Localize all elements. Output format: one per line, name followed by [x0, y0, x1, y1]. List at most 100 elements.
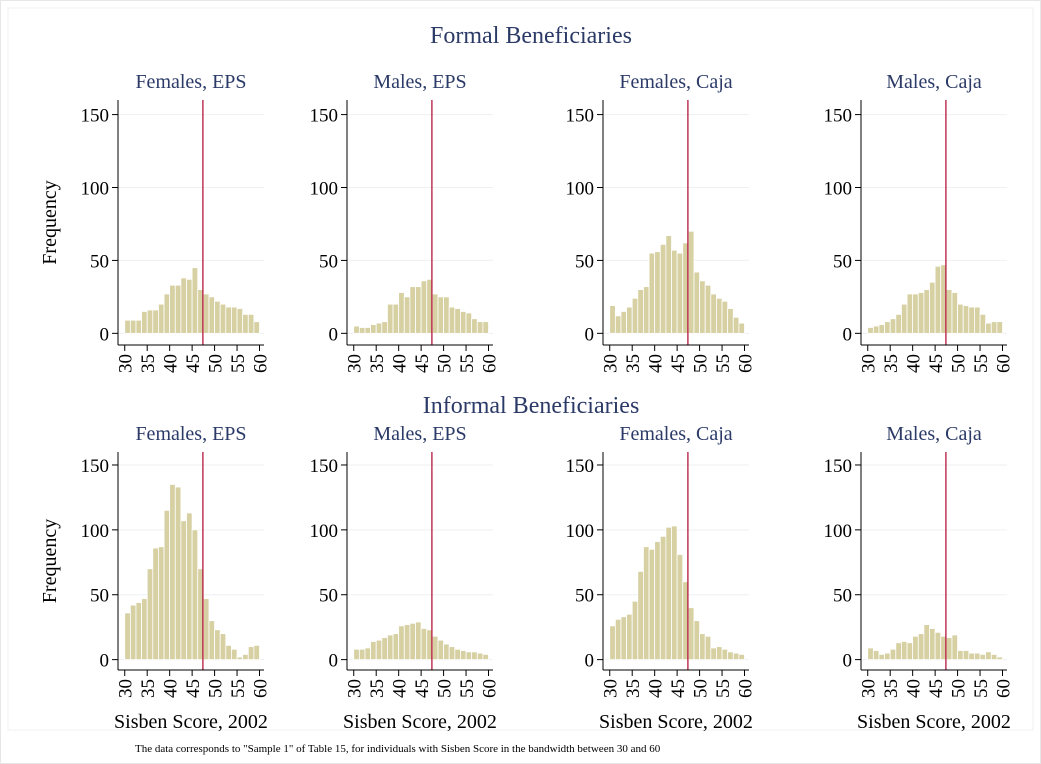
bar [158, 303, 165, 334]
bar [158, 546, 165, 661]
x-axis-label: Sisben Score, 2002 [114, 711, 268, 733]
bar [957, 650, 964, 661]
x-tick-label: 35 [138, 679, 159, 698]
bar [631, 600, 639, 661]
y-tick-label: 50 [575, 586, 594, 607]
x-tick-label: 45 [183, 679, 204, 698]
bar [443, 643, 450, 661]
bar [609, 625, 616, 661]
bar [979, 654, 987, 661]
bar [471, 651, 478, 661]
y-tick-label: 100 [310, 521, 339, 542]
y-tick-label: 0 [843, 324, 853, 345]
bar [387, 303, 394, 334]
bar [387, 634, 394, 661]
x-tick-label: 50 [435, 354, 456, 373]
bar [420, 280, 428, 334]
bar [895, 313, 902, 334]
y-tick-label: 0 [843, 651, 853, 672]
x-tick-label: 40 [390, 679, 411, 698]
bar [985, 322, 992, 334]
x-tick-label: 50 [206, 679, 227, 698]
bar [732, 316, 740, 334]
x-tick-label: 30 [859, 679, 880, 698]
y-tick-label: 100 [566, 521, 595, 542]
x-tick-label: 40 [904, 679, 925, 698]
bar [716, 646, 723, 661]
bar [409, 622, 416, 661]
y-tick-label: 150 [566, 456, 595, 477]
bar [962, 650, 970, 661]
y-tick-label: 150 [824, 456, 853, 477]
bar [985, 651, 992, 661]
bar [135, 319, 142, 334]
y-tick-label: 100 [81, 521, 110, 542]
panel-title: Females, EPS [135, 71, 246, 93]
y-axis-label: Frequency [39, 180, 61, 264]
panel-title: Females, Caja [619, 423, 732, 445]
bar [968, 306, 975, 334]
bar [620, 311, 627, 334]
bar [219, 303, 227, 334]
bar [889, 648, 897, 661]
bar [202, 293, 210, 334]
bar [699, 633, 706, 661]
bar [968, 652, 975, 661]
bar [231, 648, 238, 661]
bar [912, 635, 919, 661]
panel-title: Females, Caja [619, 71, 732, 93]
bar [370, 641, 377, 661]
bar [671, 525, 678, 661]
bar [454, 308, 461, 334]
bar [727, 308, 734, 334]
x-tick-label: 45 [183, 354, 204, 373]
panel-title: Males, Caja [886, 71, 982, 93]
bar [202, 598, 210, 661]
bar [247, 646, 255, 661]
x-tick-label: 60 [251, 679, 272, 698]
y-tick-label: 150 [824, 106, 853, 127]
bar [431, 635, 439, 661]
bar [219, 633, 227, 661]
bar [225, 644, 232, 661]
bar [917, 292, 925, 334]
bar [364, 327, 371, 334]
bar [872, 650, 880, 661]
bar [901, 641, 908, 661]
x-tick-label: 55 [228, 679, 249, 698]
bar [878, 654, 885, 661]
bar [693, 271, 700, 334]
bar [152, 547, 159, 661]
x-tick-label: 30 [859, 354, 880, 373]
bar [141, 598, 148, 661]
panel-title: Males, Caja [886, 423, 982, 445]
bar [721, 648, 729, 661]
bar [974, 652, 981, 661]
x-tick-label: 60 [480, 354, 501, 373]
bar [465, 312, 473, 334]
bar [738, 654, 745, 661]
x-tick-label: 30 [601, 679, 622, 698]
bar [174, 486, 182, 661]
bar [889, 318, 897, 334]
bar [358, 327, 366, 334]
bar [398, 292, 405, 334]
bar [169, 484, 176, 661]
bar [620, 616, 627, 661]
bar [716, 297, 723, 334]
bar [917, 633, 925, 661]
bar [676, 252, 684, 334]
bar [962, 305, 970, 334]
bar [884, 652, 891, 661]
bar [163, 293, 171, 334]
x-tick-label: 60 [994, 354, 1015, 373]
bar [381, 637, 388, 661]
bar [236, 656, 244, 661]
x-tick-label: 35 [623, 354, 644, 373]
bar [654, 251, 661, 334]
bar [693, 620, 700, 661]
x-tick-label: 55 [713, 679, 734, 698]
bar [923, 624, 930, 661]
bar [951, 634, 958, 661]
